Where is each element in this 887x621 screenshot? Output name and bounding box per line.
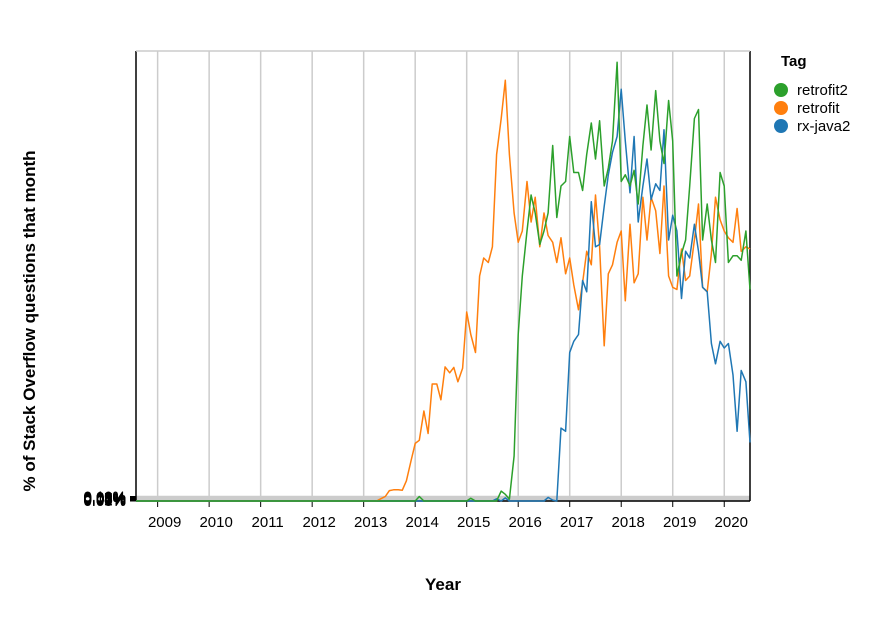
- x-tick-label: 2019: [663, 514, 696, 531]
- y-tick-label: 0.02%: [83, 492, 126, 509]
- x-tick-label: 2015: [457, 514, 490, 531]
- x-tick-label: 2020: [715, 514, 748, 531]
- x-tick-label: 2014: [405, 514, 438, 531]
- x-tick-label: 2016: [509, 514, 542, 531]
- x-tick-label: 2018: [612, 514, 645, 531]
- x-tick-label: 2011: [252, 514, 284, 531]
- legend-label-rx-java2: rx-java2: [797, 118, 850, 135]
- legend-label-retrofit2: retrofit2: [797, 82, 848, 99]
- tick-labels: 2009 2010 2011 2012 2013 2014 2015 2016 2017 2018…: [83, 489, 747, 532]
- y-tick-label: 0.01%: [83, 493, 126, 510]
- y-tick-label: 0.00%: [83, 493, 126, 510]
- legend-title: Tag: [781, 53, 807, 70]
- y-tick-label: 0.03%: [83, 492, 126, 509]
- x-tick-label: 2010: [199, 514, 232, 531]
- y-tick-label: 0.07%: [83, 490, 126, 507]
- legend-label-retrofit: retrofit: [797, 100, 840, 117]
- axes: [130, 50, 751, 507]
- x-tick-label: 2012: [302, 514, 335, 531]
- x-tick-label: 2017: [560, 514, 593, 531]
- y-tick-label: 0.06%: [83, 490, 126, 507]
- legend-swatch-rx-java2: [774, 119, 788, 133]
- series-lines: [136, 61, 751, 502]
- series-line-retrofit2: [136, 61, 751, 502]
- x-axis-title: Year: [425, 575, 461, 594]
- legend-swatch-retrofit2: [774, 83, 788, 97]
- series-line-rx-java2: [136, 88, 751, 502]
- x-tick-label: 2013: [354, 514, 387, 531]
- x-tick-label: 2009: [148, 514, 181, 531]
- y-tick-label: 0.10%: [83, 489, 126, 506]
- y-tick-label: 0.08%: [83, 489, 126, 506]
- series-line-retrofit: [136, 79, 751, 502]
- y-tick-label: 0.04%: [83, 491, 126, 508]
- y-axis-title: % of Stack Overflow questions that month: [20, 151, 39, 492]
- y-tick-label: 0.05%: [83, 491, 126, 508]
- legend-swatch-retrofit: [774, 101, 788, 115]
- y-tick-label: 0.09%: [83, 489, 126, 506]
